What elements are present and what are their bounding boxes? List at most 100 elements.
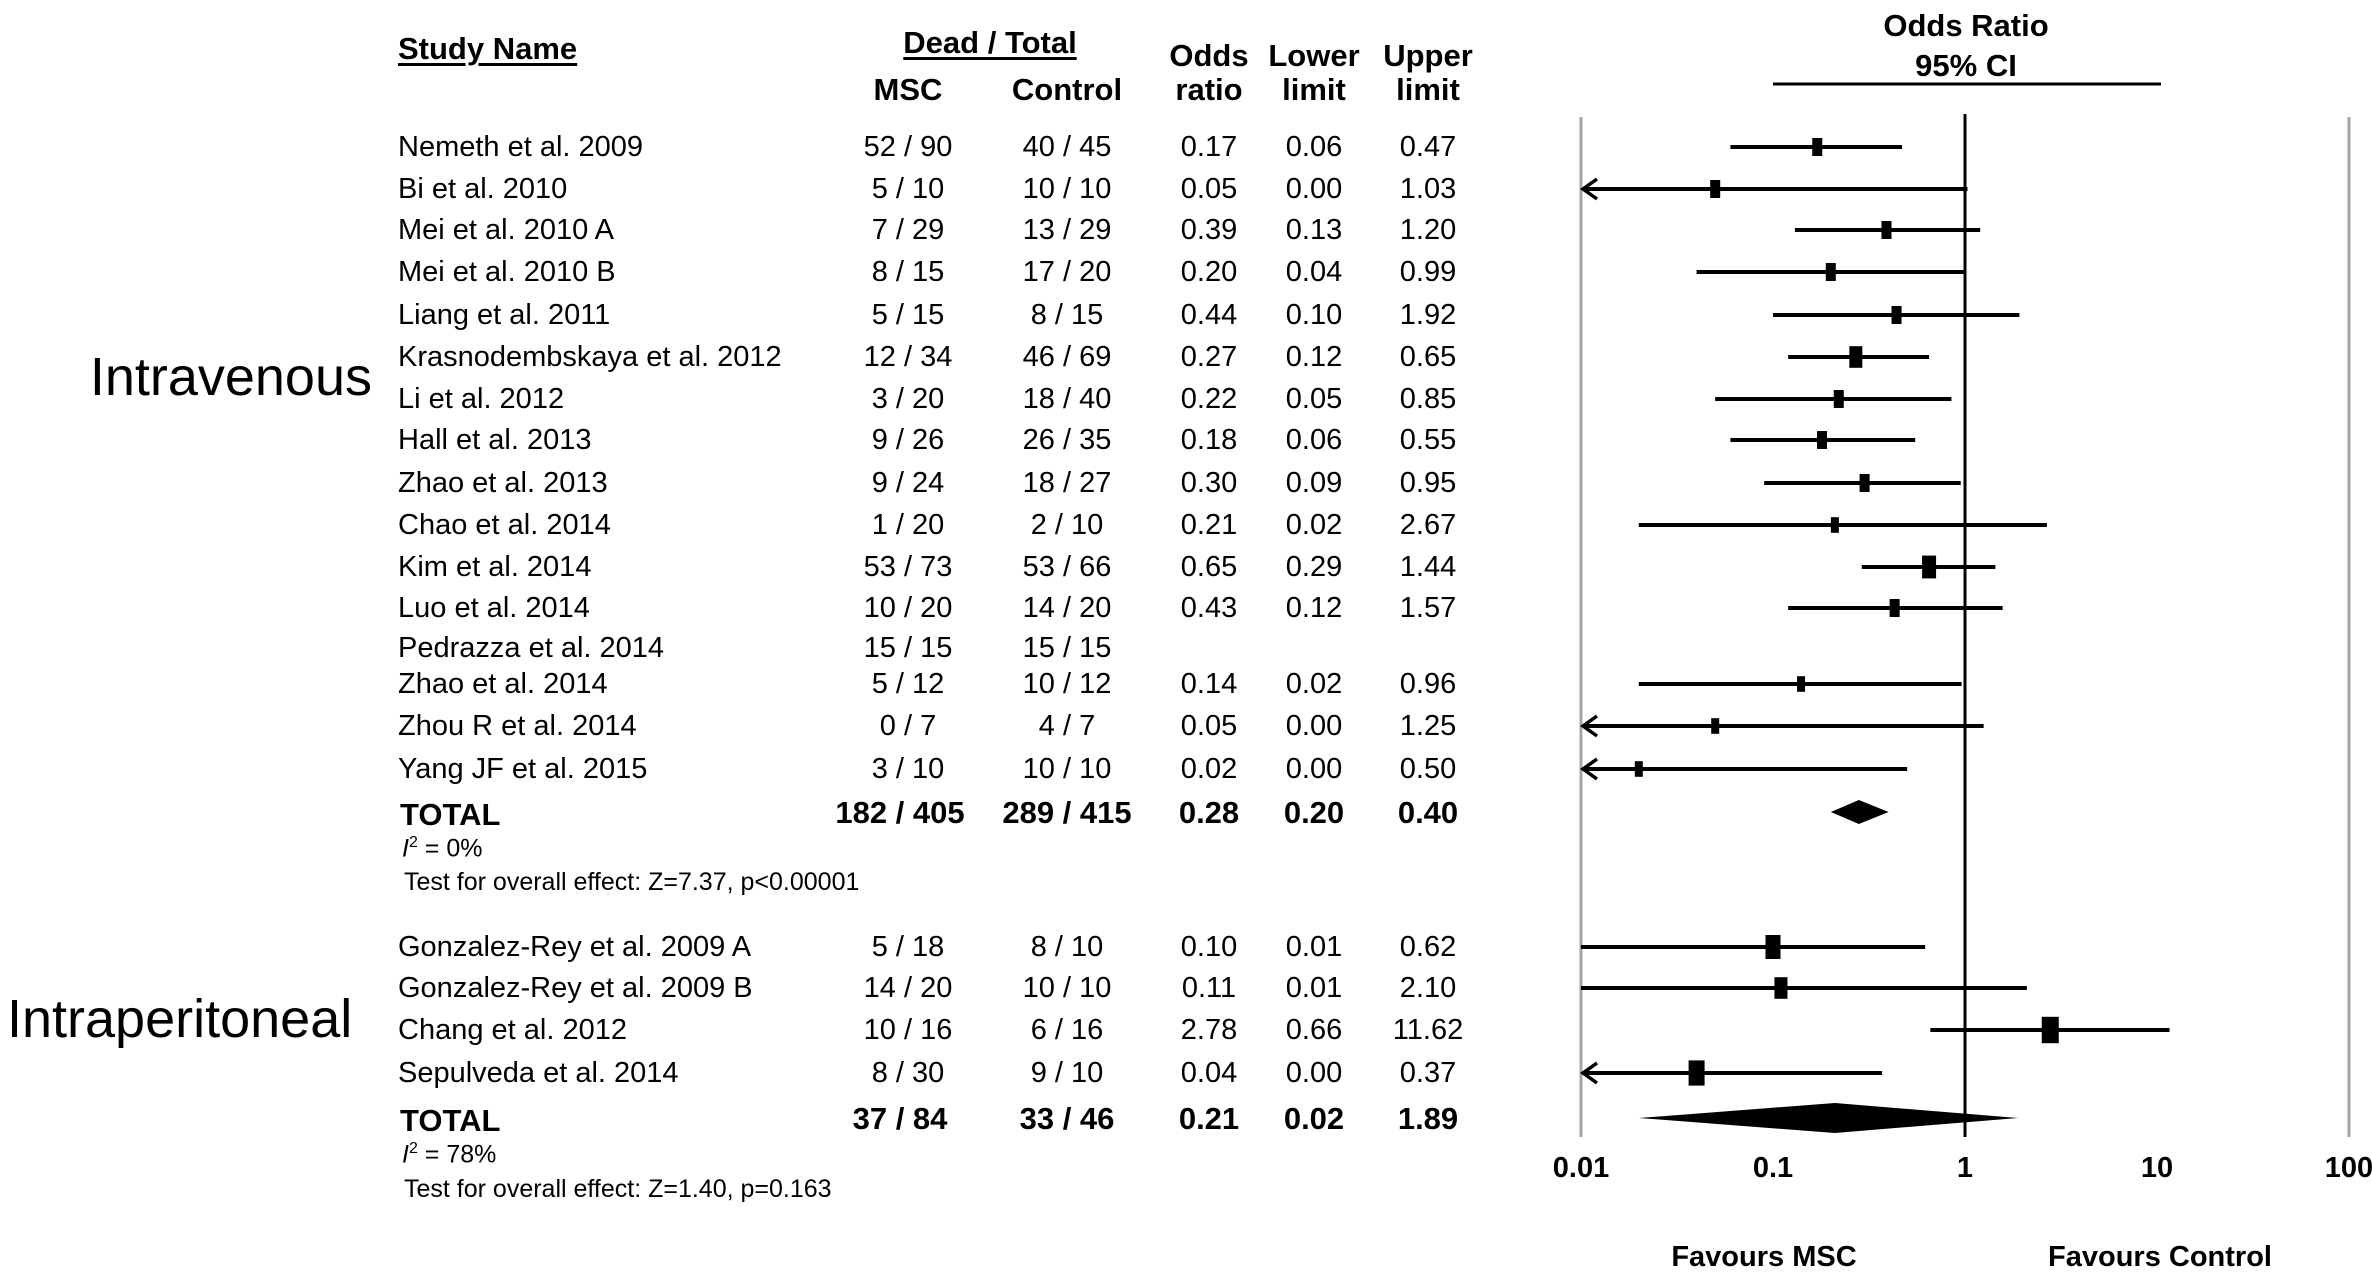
lower-limit-value: 0.10 (1285, 299, 1343, 331)
total-control-dead-total: 33 / 46 (1019, 1101, 1115, 1136)
upper-limit-value: 1.20 (1399, 214, 1457, 246)
control-dead-total: 8 / 15 (1030, 299, 1104, 331)
control-dead-total: 15 / 15 (1022, 632, 1112, 664)
msc-dead-total: 12 / 34 (863, 341, 953, 373)
lower-limit-value: 0.13 (1285, 214, 1343, 246)
lower-limit-value: 0.04 (1285, 256, 1343, 288)
total-upper-limit: 0.40 (1397, 795, 1459, 830)
msc-dead-total: 5 / 12 (871, 668, 945, 700)
odds-ratio-value: 0.27 (1180, 341, 1238, 373)
i2-symbol: I (402, 1140, 409, 1169)
ci-arrow-left (1579, 757, 1599, 781)
x-tick-label: 10 (2140, 1152, 2174, 1184)
total-lower-limit: 0.02 (1283, 1101, 1345, 1136)
point-estimate-marker (1710, 180, 1721, 198)
lower-limit-value: 0.05 (1285, 383, 1343, 415)
upper-limit-value: 1.44 (1399, 551, 1457, 583)
control-dead-total: 6 / 16 (1030, 1014, 1104, 1046)
point-estimate-marker (1688, 1060, 1705, 1086)
upper-limit-value: 2.67 (1399, 509, 1457, 541)
control-dead-total: 9 / 10 (1030, 1057, 1104, 1089)
study-name: Krasnodembskaya et al. 2012 (398, 341, 782, 373)
study-name: Chang et al. 2012 (398, 1014, 627, 1046)
plot-title-line2: 95% CI (1915, 48, 2017, 83)
upper-limit-value: 0.47 (1399, 131, 1457, 163)
control-dead-total: 10 / 12 (1022, 668, 1112, 700)
upper-limit-value: 0.65 (1399, 341, 1457, 373)
favours-msc-label: Favours MSC (1671, 1241, 1857, 1273)
point-estimate-marker (1889, 599, 1900, 617)
lower-limit-value: 0.02 (1285, 668, 1343, 700)
odds-ratio-value: 0.17 (1180, 131, 1238, 163)
lower-limit-value: 0.01 (1285, 931, 1343, 963)
odds-ratio-value: 0.05 (1180, 173, 1238, 205)
control-dead-total: 10 / 10 (1022, 173, 1112, 205)
point-estimate-marker (2041, 1016, 2059, 1044)
study-name: Bi et al. 2010 (398, 173, 568, 205)
upper-limit-value: 1.25 (1399, 710, 1457, 742)
total-upper-limit: 1.89 (1397, 1101, 1459, 1136)
odds-ratio-value: 0.11 (1181, 972, 1237, 1004)
study-name: Li et al. 2012 (398, 383, 565, 415)
upper-limit-value: 0.96 (1399, 668, 1457, 700)
control-dead-total: 4 / 7 (1038, 710, 1096, 742)
msc-dead-total: 5 / 10 (871, 173, 945, 205)
upper-limit-value: 1.92 (1399, 299, 1457, 331)
header-odds-ratio-line2: ratio (1175, 72, 1243, 107)
odds-ratio-value: 0.14 (1180, 668, 1238, 700)
msc-dead-total: 9 / 26 (871, 424, 945, 456)
point-estimate-marker (1922, 555, 1937, 579)
header-control: Control (1011, 72, 1123, 107)
point-estimate-marker (1711, 718, 1720, 734)
study-name: Liang et al. 2011 (398, 299, 611, 331)
odds-ratio-value: 0.65 (1180, 551, 1238, 583)
study-name: Yang JF et al. 2015 (398, 753, 648, 785)
point-estimate-marker (1891, 306, 1902, 324)
msc-dead-total: 15 / 15 (863, 632, 953, 664)
control-dead-total: 2 / 10 (1030, 509, 1104, 541)
study-name: Hall et al. 2013 (398, 424, 592, 456)
plot-title-line1: Odds Ratio (1883, 8, 2049, 43)
group-label-intravenous: Intravenous (89, 347, 372, 407)
lower-limit-value: 0.09 (1285, 467, 1343, 499)
ci-arrow-left (1579, 1061, 1599, 1085)
point-estimate-marker (1817, 431, 1828, 449)
point-estimate-marker (1765, 935, 1781, 959)
lower-limit-value: 0.00 (1285, 173, 1343, 205)
msc-dead-total: 8 / 30 (871, 1057, 945, 1089)
msc-dead-total: 3 / 10 (871, 753, 945, 785)
pooled-estimate-diamond (1830, 800, 1889, 824)
point-estimate-marker (1634, 761, 1643, 777)
x-tick-label: 1 (1956, 1152, 1974, 1184)
msc-dead-total: 5 / 18 (871, 931, 945, 963)
i2-superscript: 2 (408, 1140, 418, 1157)
lower-limit-value: 0.00 (1285, 1057, 1343, 1089)
lower-limit-value: 0.02 (1285, 509, 1343, 541)
total-msc-dead-total: 182 / 405 (835, 795, 965, 830)
odds-ratio-value: 0.39 (1180, 214, 1238, 246)
upper-limit-value: 0.85 (1399, 383, 1457, 415)
point-estimate-marker (1859, 474, 1870, 492)
header-upper-limit-line1: Upper (1383, 38, 1473, 73)
control-dead-total: 13 / 29 (1022, 214, 1112, 246)
study-name: Mei et al. 2010 A (398, 214, 615, 246)
i2-superscript: 2 (408, 834, 418, 851)
odds-ratio-value: 0.44 (1180, 299, 1238, 331)
msc-dead-total: 3 / 20 (871, 383, 945, 415)
heterogeneity-i2: I2 = 0% (402, 835, 482, 861)
point-estimate-marker (1849, 346, 1863, 368)
upper-limit-value: 2.10 (1399, 972, 1457, 1004)
upper-limit-value: 0.62 (1399, 931, 1457, 963)
ci-arrow-left (1579, 714, 1599, 738)
point-estimate-marker (1774, 977, 1788, 999)
lower-limit-value: 0.01 (1285, 972, 1343, 1004)
favours-control-label: Favours Control (2048, 1241, 2272, 1273)
control-dead-total: 53 / 66 (1022, 551, 1112, 583)
point-estimate-marker (1812, 138, 1823, 156)
control-dead-total: 26 / 35 (1022, 424, 1112, 456)
header-upper-limit-line2: limit (1396, 72, 1460, 107)
study-name: Zhao et al. 2013 (398, 467, 608, 499)
group-label-intraperitoneal: Intraperitoneal (7, 989, 353, 1049)
odds-ratio-value: 0.05 (1180, 710, 1238, 742)
header-odds-ratio-line1: Odds (1169, 38, 1249, 73)
